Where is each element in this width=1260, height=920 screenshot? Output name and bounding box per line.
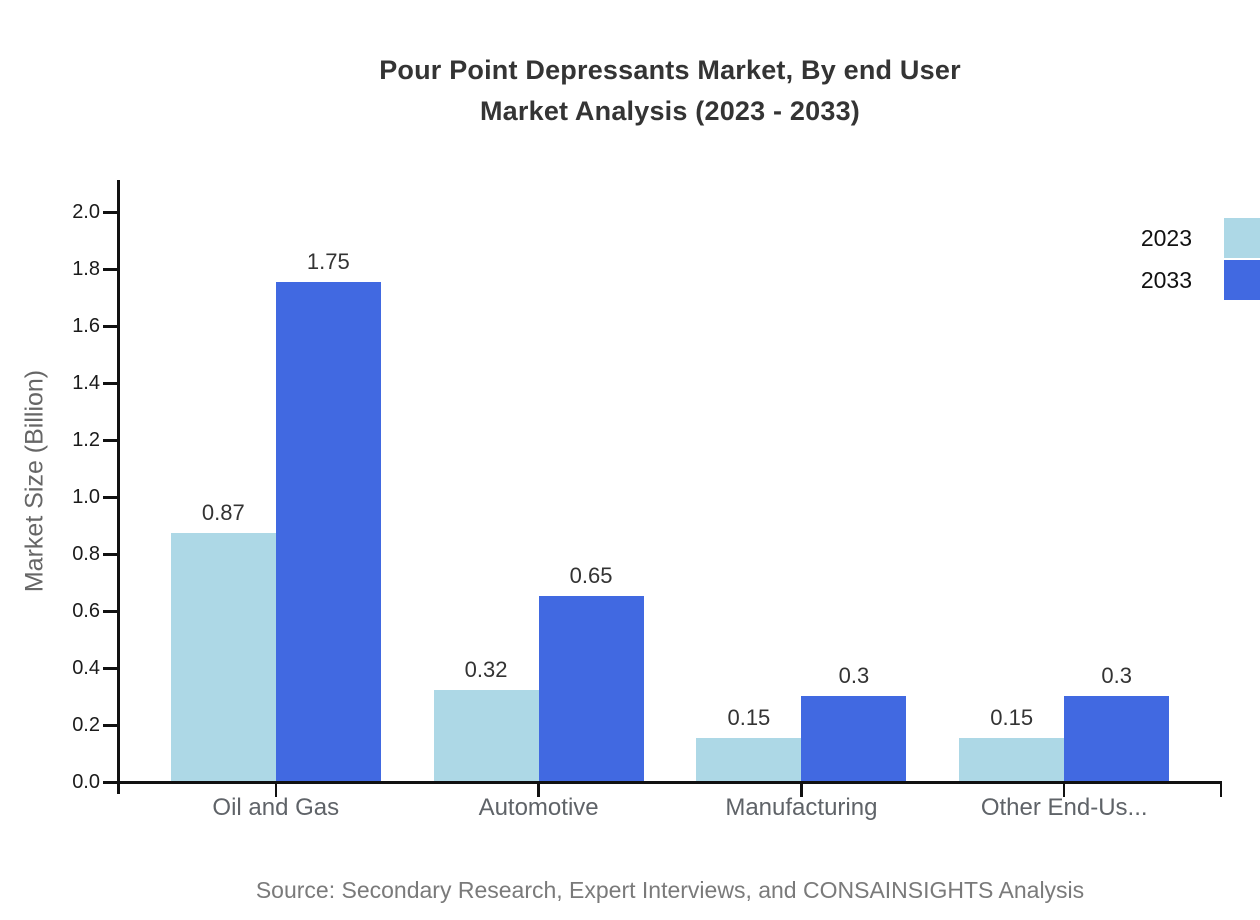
legend-item-2033: 2033 — [1141, 260, 1260, 300]
source-note: Source: Secondary Research, Expert Inter… — [255, 877, 1085, 903]
category-label-manufacturing: Manufacturing — [725, 794, 878, 821]
y-tick-label: 0.4 — [72, 657, 100, 679]
chart-title: Pour Point Depressants Market, By end Us… — [118, 50, 1222, 132]
bar-value-label: 0.3 — [1101, 662, 1132, 688]
bar-2033-manufacturing — [801, 695, 907, 781]
y-tick — [103, 610, 117, 613]
bar-value-label: 0.3 — [838, 662, 870, 688]
bar-2033-other-end-us — [1064, 695, 1170, 781]
x-tick — [1062, 781, 1066, 797]
bar-value-label: 0.15 — [727, 705, 771, 731]
y-tick — [103, 439, 117, 442]
y-axis-line — [117, 180, 120, 794]
bar-value-label: 0.65 — [569, 562, 613, 588]
y-tick-label: 1.8 — [72, 258, 100, 280]
y-tick-label: 1.0 — [72, 486, 100, 508]
y-tick — [103, 382, 117, 385]
category-label-automotive: Automotive — [478, 794, 599, 821]
chart-title-line2: Market Analysis (2023 - 2033) — [479, 96, 860, 126]
y-tick-label: 0.8 — [72, 543, 100, 565]
x-axis-end-tick — [1219, 781, 1222, 797]
legend-label: 2023 — [1140, 224, 1192, 251]
category-label-oil-and-gas: Oil and Gas — [212, 794, 340, 821]
legend-swatch-2023 — [1224, 218, 1260, 258]
y-tick-label: 0.2 — [72, 714, 100, 736]
bar-value-label: 1.75 — [306, 249, 350, 275]
y-tick — [103, 667, 117, 670]
x-tick — [800, 781, 803, 797]
bar-2023-manufacturing — [696, 738, 802, 781]
chart-title-line1: Pour Point Depressants Market, By end Us… — [379, 55, 961, 85]
y-tick — [103, 724, 117, 727]
bar-2023-oil-and-gas — [170, 533, 276, 781]
y-tick — [103, 211, 117, 214]
y-tick — [103, 781, 117, 784]
y-tick-label: 1.2 — [72, 429, 100, 451]
bar-2023-automotive — [433, 689, 539, 781]
y-tick-label: 1.4 — [72, 372, 100, 394]
bar-2033-oil-and-gas — [275, 282, 381, 781]
x-tick — [537, 781, 540, 797]
legend-swatch-2033 — [1224, 260, 1260, 300]
y-tick-label: 1.6 — [72, 315, 100, 337]
category-label-other-end-us: Other End-Us... — [980, 794, 1148, 821]
y-tick — [103, 553, 117, 556]
bar-2023-other-end-us — [959, 738, 1065, 781]
legend: 2023 2033 — [1141, 218, 1260, 302]
bar-2033-automotive — [538, 595, 644, 781]
legend-label: 2033 — [1140, 266, 1192, 293]
bar-value-label: 0.87 — [201, 500, 245, 526]
y-tick — [103, 496, 117, 499]
x-axis-line — [103, 781, 1222, 784]
y-tick-label: 0.0 — [72, 771, 100, 793]
bar-value-label: 0.15 — [990, 705, 1034, 731]
y-tick-label: 2.0 — [72, 201, 100, 223]
y-tick — [103, 325, 117, 328]
legend-item-2023: 2023 — [1141, 218, 1260, 258]
y-tick-label: 0.6 — [72, 600, 100, 622]
bar-value-label: 0.32 — [464, 656, 508, 682]
x-tick — [274, 781, 278, 797]
y-tick — [103, 268, 117, 271]
